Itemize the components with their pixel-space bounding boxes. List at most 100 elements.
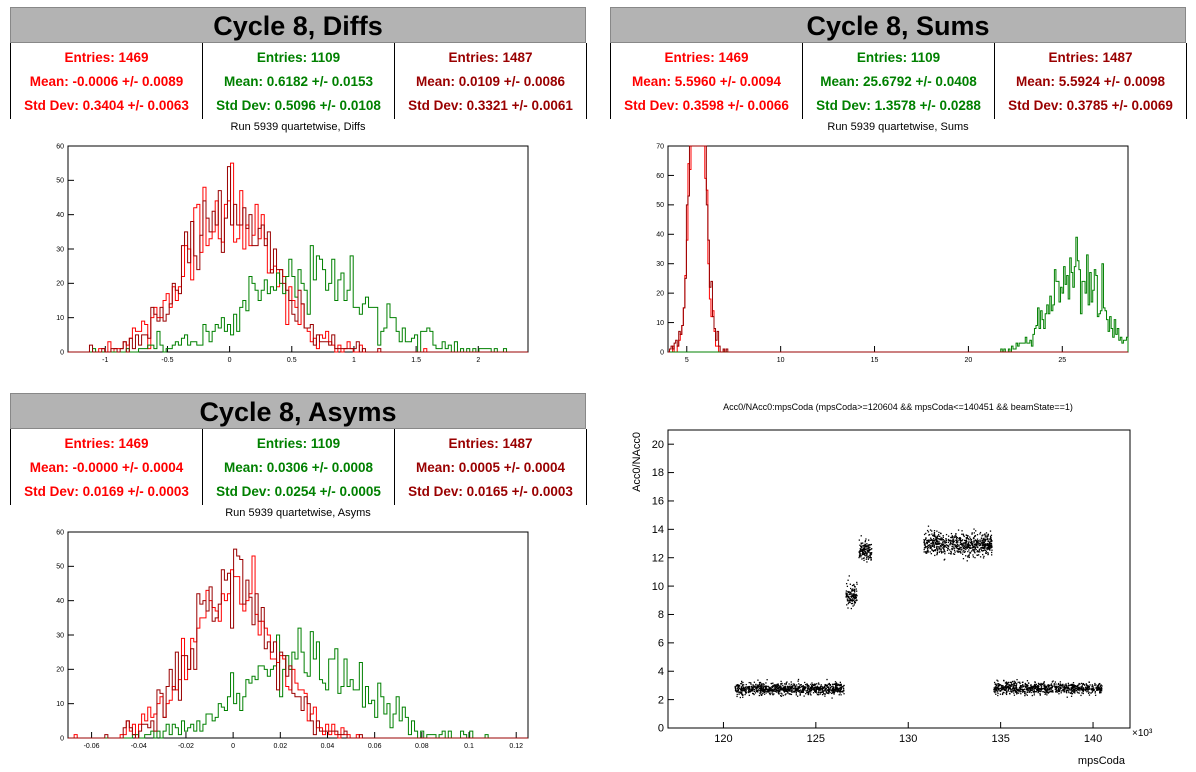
- scatter-point: [826, 678, 828, 681]
- scatter-point: [789, 685, 791, 687]
- scatter-point: [1044, 689, 1046, 691]
- scatter-point: [747, 688, 750, 690]
- scatter-point: [1050, 689, 1052, 691]
- scatter-point: [770, 686, 773, 688]
- scatter-point: [829, 691, 831, 693]
- scatter-point: [1044, 686, 1046, 689]
- scatter-point: [807, 692, 810, 694]
- scatter-point: [1010, 688, 1012, 690]
- scatter-point: [981, 546, 984, 548]
- scatter-point: [785, 682, 787, 684]
- scatter-point: [1092, 688, 1094, 690]
- scatter-point: [1005, 681, 1007, 684]
- scatter-point: [745, 688, 747, 690]
- scatter-point: [836, 687, 839, 689]
- scatter-point: [772, 682, 774, 684]
- scatter-point: [807, 687, 809, 690]
- scatter-point: [821, 689, 824, 691]
- diffs-entries-2: Entries: 1109: [256, 49, 341, 65]
- scatter-point: [932, 545, 934, 547]
- scatter-point: [779, 694, 782, 697]
- scatter-point: [1024, 684, 1027, 686]
- sums-statbox: Entries: 1469 Mean: 5.5960 +/- 0.0094 St…: [610, 43, 1187, 119]
- scatter-point: [1057, 690, 1060, 693]
- scatter-point: [935, 540, 937, 543]
- scatter-point: [953, 553, 956, 555]
- scatter-point: [818, 689, 820, 691]
- scatter-point: [1072, 685, 1075, 688]
- scatter-point: [978, 549, 980, 551]
- scatter-point: [957, 529, 960, 531]
- scatter-point: [1052, 691, 1054, 693]
- scatter-point: [963, 547, 966, 550]
- scatter-point: [927, 545, 929, 547]
- scatter-point: [854, 595, 856, 598]
- scatter-point: [1007, 690, 1009, 692]
- asyms-mean-3: Mean: 0.0005 +/- 0.0004: [416, 459, 565, 475]
- scatter-point: [821, 691, 823, 693]
- scatter-point: [776, 685, 778, 687]
- scatter-point: [984, 543, 986, 546]
- scatter-point: [942, 541, 944, 543]
- scatter-point: [987, 551, 989, 554]
- scatter-point: [1070, 692, 1073, 694]
- scatter-point: [801, 685, 803, 687]
- scatter-point: [780, 687, 783, 690]
- scatter-point: [1034, 686, 1037, 688]
- scatter-point: [834, 684, 837, 686]
- scatter-point: [827, 692, 829, 694]
- scatter-point: [852, 595, 854, 597]
- scatter-point: [964, 544, 966, 546]
- scatter-point: [762, 689, 765, 691]
- scatter-point: [950, 542, 952, 544]
- scatter-point: [762, 688, 765, 690]
- scatter-point: [930, 552, 932, 555]
- scatter-point: [973, 546, 975, 549]
- scatter-point: [927, 549, 929, 552]
- scatter-point: [973, 551, 976, 553]
- scatter-point: [810, 686, 812, 688]
- scatter-point: [865, 544, 867, 547]
- scatter-point: [1063, 685, 1066, 688]
- scatter-point: [933, 539, 935, 542]
- scatter-point: [1077, 688, 1079, 690]
- scatter-point: [835, 682, 838, 684]
- scatter-point: [843, 684, 845, 687]
- scatter-point: [842, 685, 845, 687]
- scatter-point: [754, 692, 757, 694]
- scatter-point: [976, 554, 978, 556]
- scatter-point: [762, 685, 765, 687]
- scatter-point: [987, 534, 989, 536]
- scatter-point: [966, 547, 968, 550]
- scatter-point: [981, 546, 983, 549]
- scatter-point: [817, 691, 820, 693]
- scatter-point: [923, 533, 926, 536]
- scatter-point: [999, 693, 1002, 695]
- scatter-point: [966, 545, 968, 547]
- scatter-point: [771, 691, 774, 693]
- scatter-point: [861, 552, 863, 555]
- scatter-point: [953, 549, 956, 552]
- scatter-point: [748, 691, 750, 694]
- scatter-point: [777, 688, 779, 690]
- scatter-point: [834, 681, 837, 683]
- scatter-point: [820, 684, 822, 686]
- scatter-point: [799, 686, 801, 689]
- scatter-point: [766, 685, 768, 688]
- scatter-point: [953, 547, 955, 549]
- scatter-point: [967, 555, 969, 557]
- scatter-point: [789, 693, 791, 695]
- scatter-point: [1056, 686, 1058, 688]
- scatter-point: [936, 547, 938, 550]
- scatter-point: [972, 537, 975, 539]
- scatter-point: [825, 684, 827, 687]
- scatter-point: [1091, 688, 1093, 690]
- scatter-point: [838, 694, 840, 696]
- scatter-point: [854, 596, 857, 598]
- scatter-point: [736, 685, 739, 687]
- scatter-point: [1028, 686, 1030, 689]
- scatter-point: [987, 538, 989, 540]
- scatter-point: [955, 545, 957, 547]
- scatter-point: [866, 545, 868, 547]
- scatter-point: [994, 688, 996, 690]
